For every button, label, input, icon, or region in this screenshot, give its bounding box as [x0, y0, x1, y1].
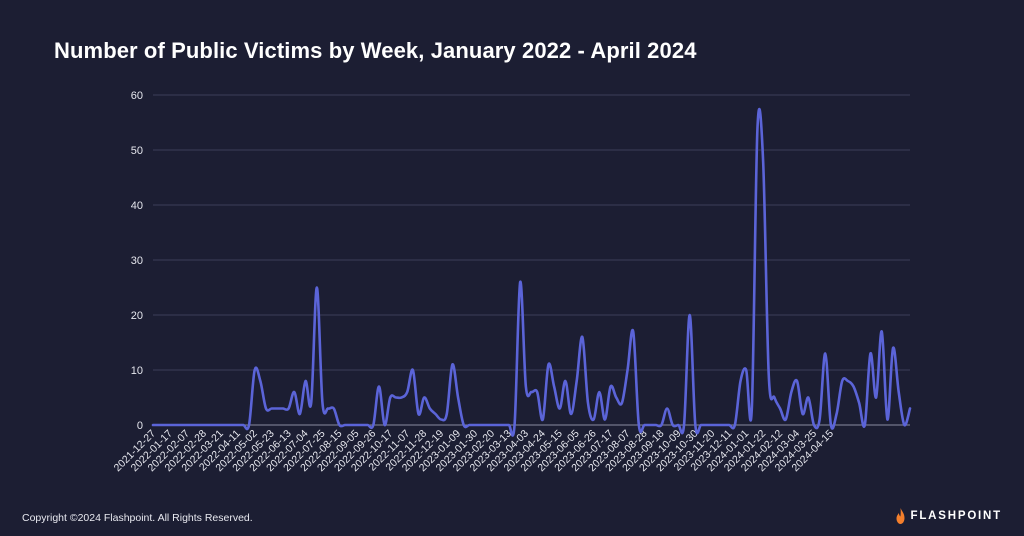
brand-name: FLASHPOINT [910, 510, 1002, 522]
y-tick-label: 0 [137, 420, 143, 432]
y-tick-label: 20 [131, 310, 143, 322]
y-tick-label: 40 [131, 200, 143, 212]
flame-icon [896, 508, 905, 524]
series-line [151, 107, 912, 437]
series-layer [151, 107, 912, 437]
y-tick-label: 60 [131, 90, 143, 102]
y-tick-label: 30 [131, 255, 143, 267]
grid-lines [153, 94, 910, 426]
chart-title: Number of Public Victims by Week, Januar… [54, 38, 697, 63]
y-tick-label: 10 [131, 365, 143, 377]
y-axis-ticks: 0 10 20 30 40 50 60 [131, 90, 143, 432]
y-tick-label: 50 [131, 145, 143, 157]
copyright-text: Copyright ©2024 Flashpoint. All Rights R… [22, 512, 253, 524]
flashpoint-logo: FLASHPOINT [896, 508, 1002, 524]
x-axis-ticks: 2021-12-272022-01-172022-02-072022-02-28… [112, 428, 836, 475]
